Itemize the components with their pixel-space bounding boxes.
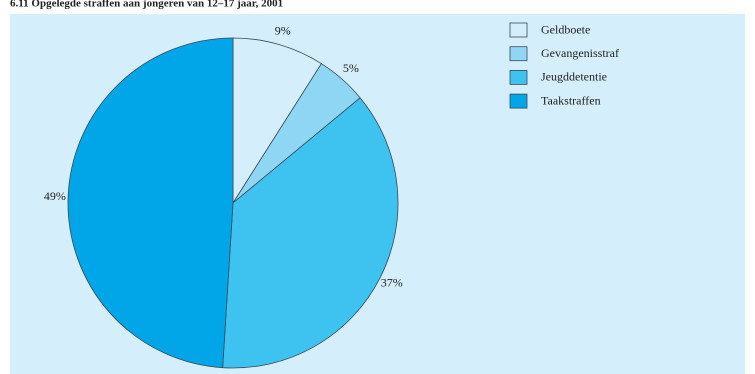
legend-swatch xyxy=(509,46,528,62)
pie-slice xyxy=(232,37,322,205)
slice-label: 49% xyxy=(44,189,66,203)
legend-label: Gevangenisstraf xyxy=(541,46,619,60)
legend-swatch xyxy=(509,70,528,85)
slice-label: 37% xyxy=(381,276,403,290)
slice-label: 9% xyxy=(275,24,291,38)
slice-label: 5% xyxy=(343,61,359,75)
chart-title: 6.11 Opgelegde straffen aan jongeren van… xyxy=(10,0,283,10)
legend-label: Jeugddetentie xyxy=(541,70,607,84)
legend-swatch xyxy=(509,22,528,38)
pie-slice xyxy=(67,37,234,369)
legend-label: Geldboete xyxy=(541,22,590,36)
legend-swatch xyxy=(509,93,528,109)
pie-slice xyxy=(222,97,399,369)
legend-label: Taakstraffen xyxy=(541,93,601,107)
